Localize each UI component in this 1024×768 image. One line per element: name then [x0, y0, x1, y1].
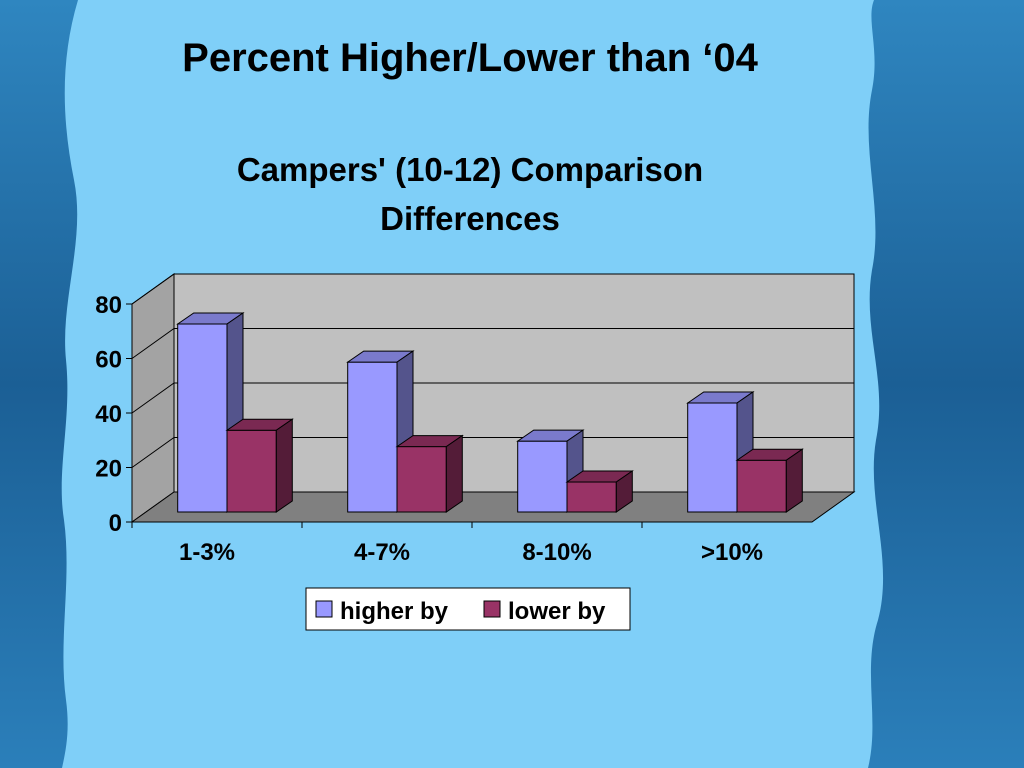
legend-swatch [483, 600, 501, 618]
chart-bars [176, 312, 804, 513]
y-tick-label: 20 [95, 456, 122, 483]
bar-lower-by-3 [735, 448, 804, 513]
gridline [131, 382, 854, 414]
bar-side [275, 418, 293, 513]
x-tick-label: 8-10% [522, 539, 591, 566]
bar-lower-by-0 [225, 418, 294, 513]
x-tick-label: >10% [701, 539, 763, 566]
y-tick-label: 0 [109, 510, 122, 537]
bar-lower-by-2 [565, 470, 634, 513]
bar-front [736, 459, 787, 513]
bar-front [396, 446, 447, 513]
x-tick-label: 4-7% [354, 539, 410, 566]
bar-side [785, 448, 803, 513]
bar-side [615, 470, 633, 513]
bar-front [347, 361, 398, 513]
legend-label: lower by [508, 598, 606, 625]
legend-box [305, 587, 631, 631]
bar-front [687, 402, 738, 513]
legend-label: higher by [340, 598, 449, 625]
y-tick-label: 60 [95, 347, 122, 374]
gridline [131, 437, 854, 468]
gridline [131, 328, 854, 359]
bar-front [177, 323, 228, 513]
bar-higher-by-2 [516, 429, 585, 513]
legend-swatch [315, 600, 333, 618]
bar-side [445, 434, 463, 513]
chart-title-line-1: Campers' (10-12) Comparison [237, 151, 703, 188]
bar-front [517, 440, 568, 513]
x-tick-label: 1-3% [179, 539, 235, 566]
bar-front [566, 481, 617, 513]
bar-lower-by-1 [395, 434, 464, 513]
y-axis: 0 20 40 60 80 [95, 292, 133, 537]
chart-gridlines [131, 273, 854, 468]
bar-front [226, 429, 277, 513]
legend: higher by lower by [305, 587, 631, 631]
y-tick-label: 80 [95, 292, 122, 319]
gridline [131, 273, 854, 305]
chart-title-line-2: Differences [380, 200, 560, 237]
y-tick-label: 40 [95, 401, 122, 428]
slide-title: Percent Higher/Lower than ‘04 [182, 36, 758, 80]
bar-higher-by-3 [686, 391, 755, 513]
x-axis: 1-3% 4-7% 8-10% >10% [131, 521, 812, 566]
